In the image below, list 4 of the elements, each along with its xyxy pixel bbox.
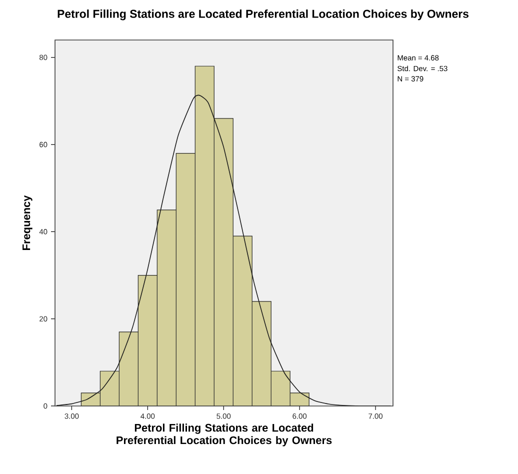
y-axis-title: Frequency xyxy=(22,195,32,250)
x-axis-title: Petrol Filling Stations are Located Preferential Location Choices by Owners xyxy=(116,424,332,446)
chart-title: Petrol Filling Stations are Located Preferential Location Choices by Owners xyxy=(58,10,468,20)
line-series xyxy=(56,94,392,406)
